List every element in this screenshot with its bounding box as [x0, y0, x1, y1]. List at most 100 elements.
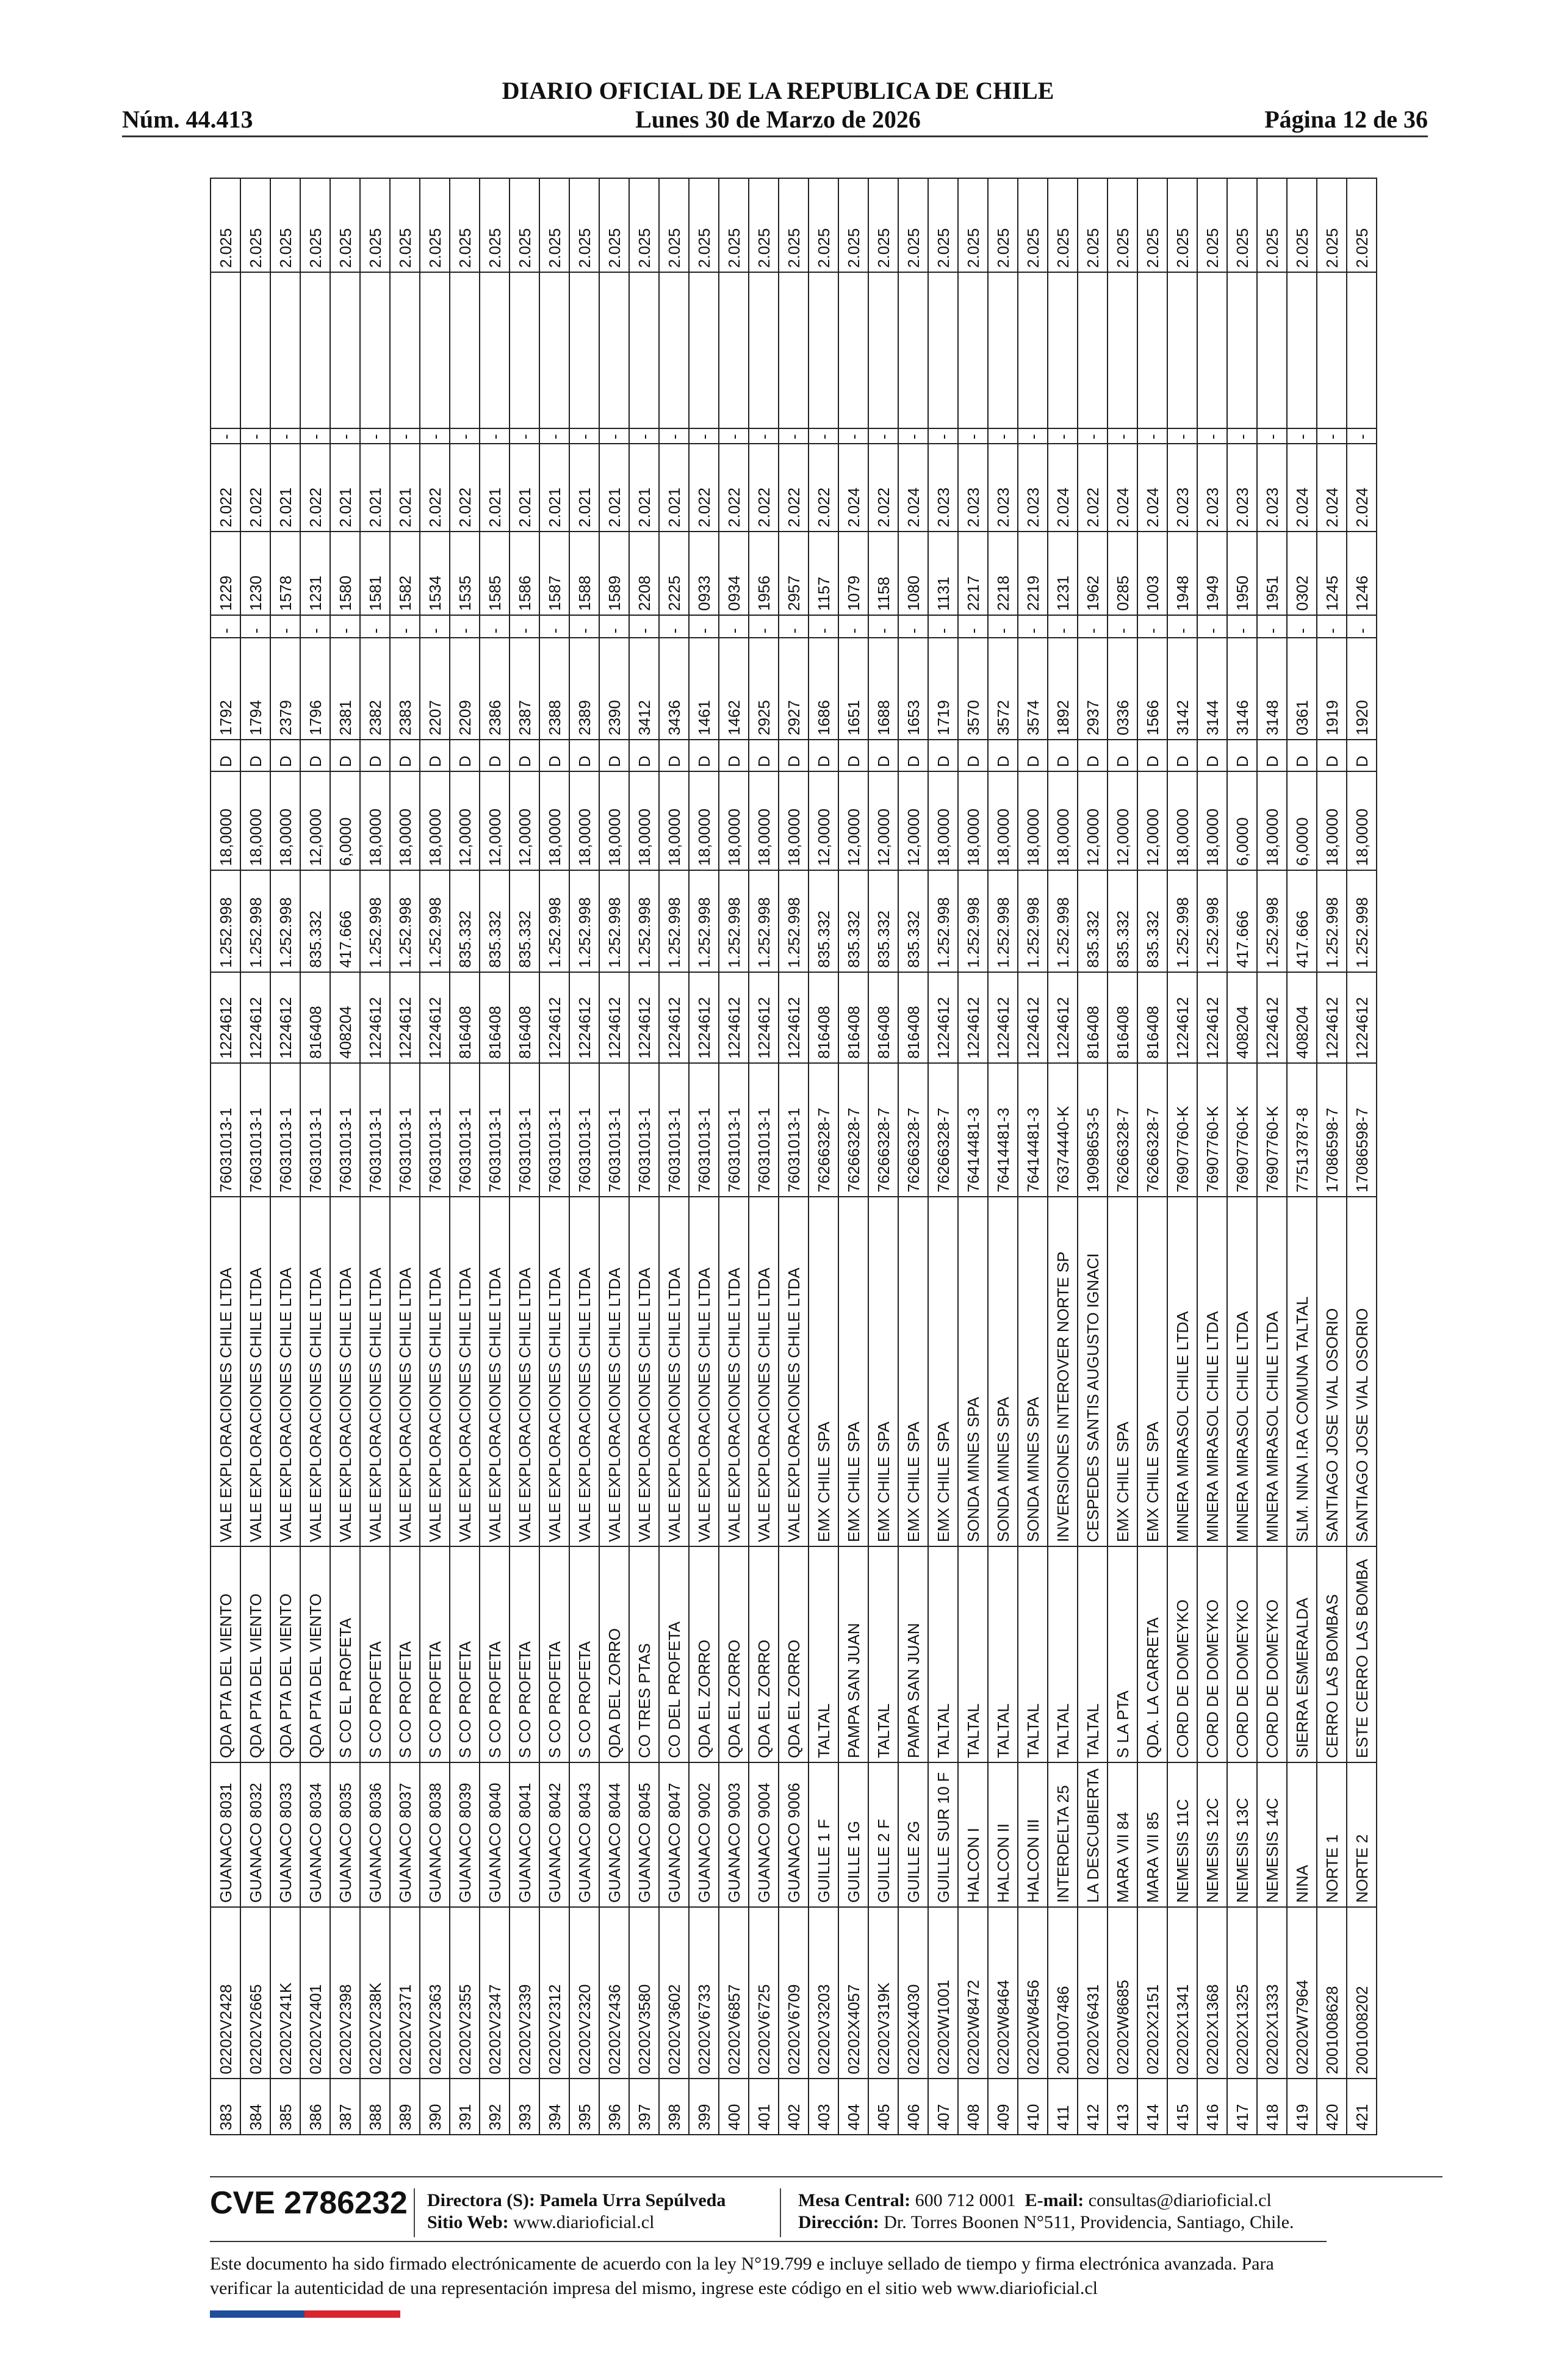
table-cell: 1.252.998	[539, 870, 569, 972]
table-cell: 1534	[420, 532, 450, 615]
table-cell: VALE EXPLORACIONES CHILE LTDA	[659, 1197, 689, 1546]
table-cell: 2382	[360, 638, 390, 740]
table-cell: 2.025	[1108, 178, 1137, 272]
table-cell: SANTIAGO JOSE VIAL OSORIO	[1317, 1197, 1347, 1546]
table-cell: 2.025	[480, 178, 510, 272]
table-cell: EMX CHILE SPA	[1108, 1197, 1137, 1546]
table-cell: 2.022	[749, 444, 779, 532]
table-cell: 02202V6709	[779, 1907, 809, 2079]
table-cell: S CO PROFETA	[390, 1546, 420, 1762]
table-cell: 394	[539, 2079, 569, 2135]
table-row: 405 02202V319K GUILLE 2 F TALTAL EMX CHILE S…	[868, 178, 898, 2135]
table-cell: 835.332	[1108, 870, 1137, 972]
table-cell: 12,0000	[868, 771, 898, 870]
table-cell: VALE EXPLORACIONES CHILE LTDA	[450, 1197, 480, 1546]
table-cell: D	[868, 740, 898, 771]
table-row: 415 02202X1341 NEMESIS 11C CORD DE DOMEYKO M…	[1167, 178, 1197, 2135]
table-cell: 411	[1048, 2079, 1078, 2135]
table-cell: GUANACO 8041	[510, 1762, 539, 1907]
table-cell: D	[450, 740, 480, 771]
table-cell: 2208	[629, 532, 659, 615]
table-cell: 02202V241K	[270, 1907, 300, 2079]
table-cell: 393	[510, 2079, 539, 2135]
table-cell: 2.022	[240, 444, 270, 532]
table-cell: 2.022	[719, 444, 749, 532]
table-cell: 3146	[1227, 638, 1257, 740]
table-cell: TALTAL	[1078, 1546, 1108, 1762]
table-cell: VALE EXPLORACIONES CHILE LTDA	[480, 1197, 510, 1546]
table-cell: 398	[659, 2079, 689, 2135]
table-cell: VALE EXPLORACIONES CHILE LTDA	[390, 1197, 420, 1546]
table-cell: 1535	[450, 532, 480, 615]
table-cell: -	[958, 428, 988, 444]
table-cell: -	[450, 428, 480, 444]
table-cell: 2.021	[629, 444, 659, 532]
table-cell: GUANACO 8039	[450, 1762, 480, 1907]
table-cell: CO TRES PTAS	[629, 1546, 659, 1762]
table-cell: TALTAL	[868, 1546, 898, 1762]
table-row: 389 02202V2371 GUANACO 8037 S CO PROFETA VAL…	[390, 178, 420, 2135]
table-cell: D	[270, 740, 300, 771]
table-cell: 2.024	[1287, 444, 1317, 532]
table-cell: 383	[211, 2079, 240, 2135]
table-cell: 1079	[838, 532, 868, 615]
table-cell: 835.332	[1137, 870, 1167, 972]
table-cell: 2.022	[300, 444, 330, 532]
table-cell: 816408	[480, 972, 510, 1063]
table-cell: -	[1018, 615, 1048, 638]
table-cell: 414	[1137, 2079, 1167, 2135]
table-cell: S CO PROFETA	[480, 1546, 510, 1762]
table-cell: 2.025	[928, 178, 958, 272]
table-cell: 02202W1001	[928, 1907, 958, 2079]
empty-cell	[450, 272, 480, 428]
table-cell: 1.252.998	[270, 870, 300, 972]
footer-rule	[210, 2241, 1327, 2242]
table-cell: 2.025	[1287, 178, 1317, 272]
table-cell: 76266328-7	[868, 1063, 898, 1197]
table-cell: VALE EXPLORACIONES CHILE LTDA	[689, 1197, 719, 1546]
table-cell: QDA EL ZORRO	[779, 1546, 809, 1762]
table-cell: D	[1197, 740, 1227, 771]
table-cell: 407	[928, 2079, 958, 2135]
table-cell: QDA PTA DEL VIENTO	[211, 1546, 240, 1762]
table-cell: D	[659, 740, 689, 771]
table-cell: 2.022	[868, 444, 898, 532]
table-cell: -	[779, 428, 809, 444]
table-cell: 1229	[211, 532, 240, 615]
table-cell: 76374440-K	[1048, 1063, 1078, 1197]
table-cell: 385	[270, 2079, 300, 2135]
table-cell: CORD DE DOMEYKO	[1167, 1546, 1197, 1762]
table-cell: D	[629, 740, 659, 771]
empty-cell	[898, 272, 928, 428]
table-cell: 1.252.998	[360, 870, 390, 972]
address-line: Dirección: Dr. Torres Boonen N°511, Prov…	[798, 2212, 1294, 2234]
table-cell: 1.252.998	[211, 870, 240, 972]
table-cell: EMX CHILE SPA	[1137, 1197, 1167, 1546]
table-cell: 18,0000	[928, 771, 958, 870]
table-cell: 397	[629, 2079, 659, 2135]
empty-cell	[360, 272, 390, 428]
table-cell: S CO PROFETA	[510, 1546, 539, 1762]
empty-cell	[988, 272, 1018, 428]
table-cell: MINERA MIRASOL CHILE LTDA	[1167, 1197, 1197, 1546]
table-cell: 12,0000	[480, 771, 510, 870]
table-cell: VALE EXPLORACIONES CHILE LTDA	[420, 1197, 450, 1546]
table-cell: 19098653-5	[1078, 1063, 1108, 1197]
table-cell: 02202V2371	[390, 1907, 420, 2079]
table-cell: GUANACO 8035	[330, 1762, 360, 1907]
table-cell: S CO PROFETA	[360, 1546, 390, 1762]
table-cell: 2.025	[749, 178, 779, 272]
empty-cell	[838, 272, 868, 428]
table-cell: 402	[779, 2079, 809, 2135]
empty-cell	[390, 272, 420, 428]
table-cell: 2.021	[330, 444, 360, 532]
table-cell: -	[1048, 428, 1078, 444]
flag-bar-blue	[210, 2310, 304, 2318]
table-cell: 410	[1018, 2079, 1048, 2135]
table-cell: CERRO LAS BOMBAS	[1317, 1546, 1347, 1762]
table-cell: D	[779, 740, 809, 771]
table-cell: 18,0000	[1048, 771, 1078, 870]
table-cell: 816408	[1137, 972, 1167, 1063]
empty-cell	[1078, 272, 1108, 428]
table-cell: ESTE CERRO LAS BOMBA	[1347, 1546, 1377, 1762]
